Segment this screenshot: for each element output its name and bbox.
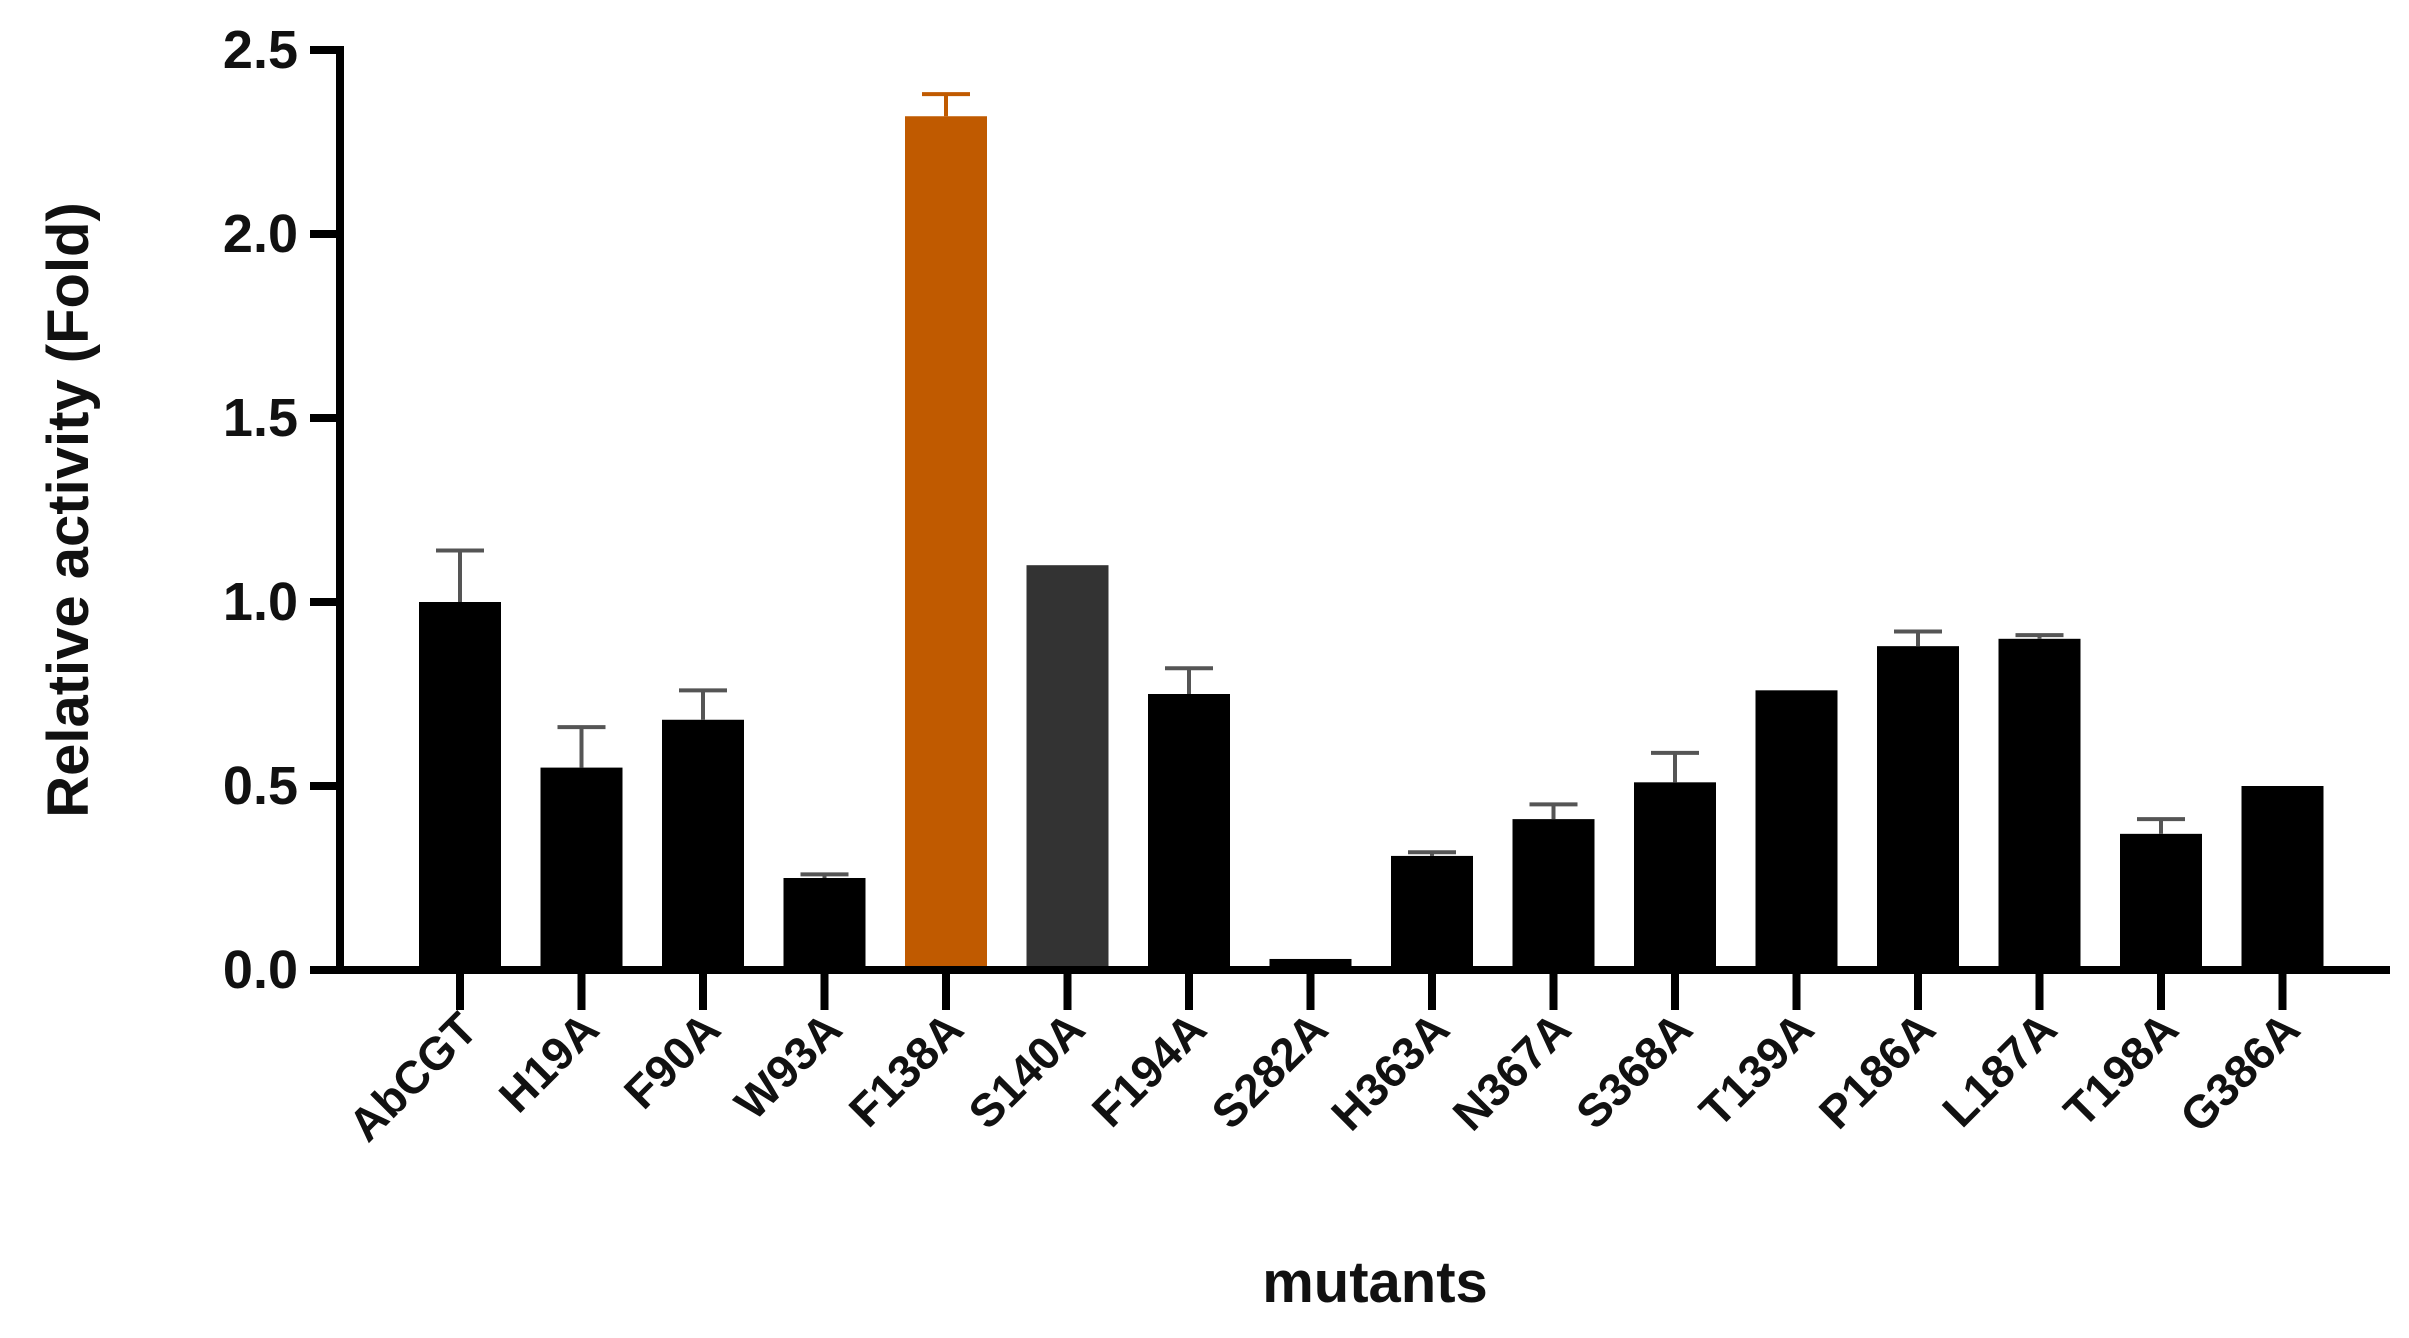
bar-n367a xyxy=(1512,819,1595,970)
bar-t139a xyxy=(1755,690,1838,970)
x-tick-label: P186A xyxy=(1809,1002,1945,1138)
bar-f90a xyxy=(662,719,744,970)
bar-h19a xyxy=(540,767,623,970)
x-tick-label: L187A xyxy=(1932,1002,2066,1136)
y-tick-label: 2.5 xyxy=(223,20,298,80)
bar-h363a xyxy=(1391,855,1473,970)
x-tick-label: F138A xyxy=(839,1002,973,1136)
x-tick-label: S282A xyxy=(1201,1002,1337,1138)
x-tick-label: H19A xyxy=(489,1002,609,1122)
x-tick-label: H363A xyxy=(1321,1002,1459,1140)
bar-abcgt xyxy=(419,602,501,970)
bar-t198a xyxy=(2120,833,2202,970)
x-tick-label: AbCGT xyxy=(338,1002,487,1151)
x-axis-ticks: AbCGT H19A F90AW93AF138AS140AF194AS282AH36… xyxy=(338,970,2310,1151)
x-tick-label: S368A xyxy=(1566,1002,1702,1138)
bar-s368a xyxy=(1634,782,1716,970)
x-tick-label: N367A xyxy=(1443,1002,1581,1140)
x-tick-label: G386A xyxy=(2170,1002,2310,1142)
bar-l187a xyxy=(1998,638,2081,970)
y-tick-label: 0.5 xyxy=(223,756,298,816)
bar-s282a xyxy=(1269,958,1352,970)
y-tick-label: 1.0 xyxy=(223,572,298,632)
bar-g386a xyxy=(2241,786,2324,970)
error-bars xyxy=(436,92,2185,878)
x-axis-title: mutants xyxy=(1262,1250,1488,1315)
bar-f194a xyxy=(1148,694,1230,970)
y-axis-title: Relative activity (Fold) xyxy=(36,202,101,818)
x-tick-label: F194A xyxy=(1082,1002,1216,1136)
bar-f138a xyxy=(905,116,987,971)
x-tick-label: F90A xyxy=(614,1002,730,1118)
y-tick-label: 0.0 xyxy=(223,940,298,1000)
x-tick-label: T198A xyxy=(2054,1002,2188,1136)
x-tick-label: T139A xyxy=(1689,1002,1823,1136)
bars xyxy=(419,116,2324,971)
x-tick-label: S140A xyxy=(958,1002,1094,1138)
y-tick-label: 1.5 xyxy=(223,388,298,448)
bar-p186a xyxy=(1877,646,1959,970)
y-axis-ticks: 0.0 0.5 1.0 1.5 2.0 2.5 xyxy=(223,20,340,1000)
bar-s140a xyxy=(1026,565,1109,970)
bar-w93a xyxy=(783,878,866,970)
y-tick-label: 2.0 xyxy=(223,204,298,264)
x-tick-label: W93A xyxy=(724,1002,851,1129)
